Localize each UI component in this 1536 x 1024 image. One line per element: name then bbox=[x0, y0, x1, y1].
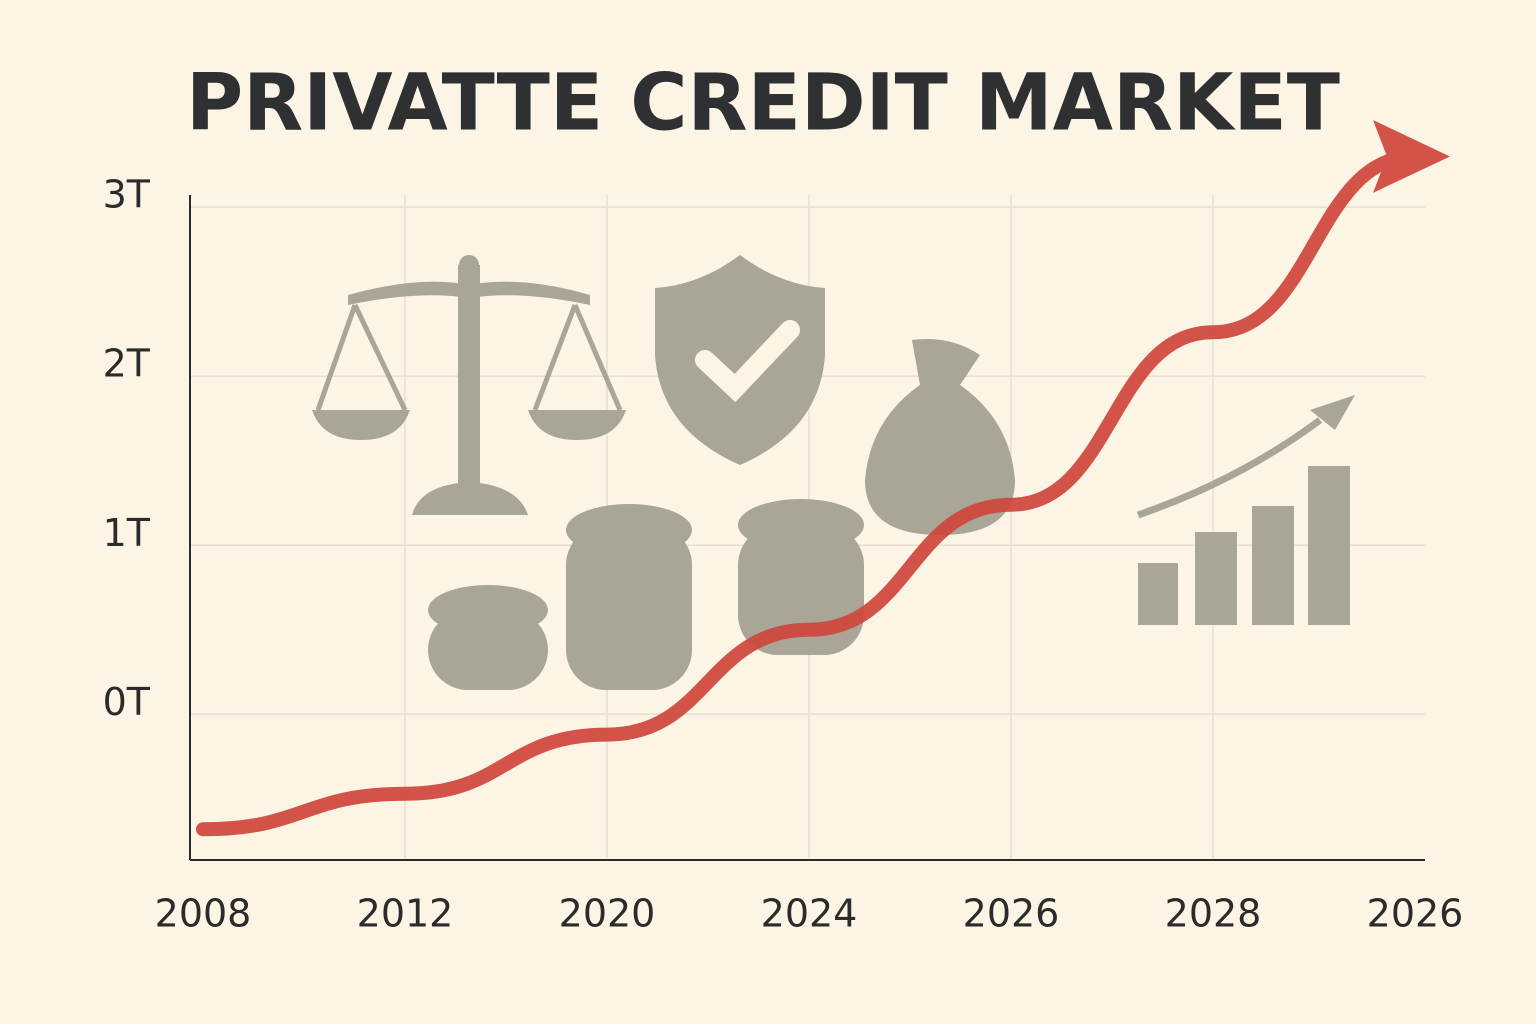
y-tick-label: 3T bbox=[103, 173, 151, 217]
y-tick-label: 2T bbox=[103, 342, 151, 386]
x-tick-label: 2028 bbox=[1165, 892, 1262, 936]
scale-icon bbox=[312, 410, 410, 440]
scale-icon bbox=[412, 482, 528, 515]
coin-stack-icon bbox=[428, 499, 864, 690]
scale-icon bbox=[459, 255, 479, 275]
scale-icon bbox=[348, 281, 590, 305]
x-tick-label: 2008 bbox=[155, 892, 252, 936]
money-bag-icon bbox=[865, 339, 1015, 535]
x-tick-label: 2012 bbox=[357, 892, 454, 936]
shield-icon bbox=[695, 320, 800, 403]
x-tick-label: 2020 bbox=[559, 892, 656, 936]
chart-title: PRIVATTE CREDIT MARKET bbox=[186, 58, 1340, 148]
scale-icon bbox=[458, 265, 480, 490]
x-tick-label: 2026 bbox=[963, 892, 1060, 936]
scale-icon bbox=[315, 303, 623, 412]
decorative-icons bbox=[312, 255, 1355, 690]
y-tick-label: 1T bbox=[103, 511, 151, 555]
x-tick-label: 2026 bbox=[1367, 892, 1464, 936]
bar-chart-icon bbox=[1136, 395, 1355, 625]
y-tick-label: 0T bbox=[103, 680, 151, 724]
scale-icon bbox=[528, 410, 626, 440]
shield-icon bbox=[655, 255, 825, 465]
trend-line bbox=[196, 120, 1450, 837]
x-tick-label: 2024 bbox=[761, 892, 858, 936]
